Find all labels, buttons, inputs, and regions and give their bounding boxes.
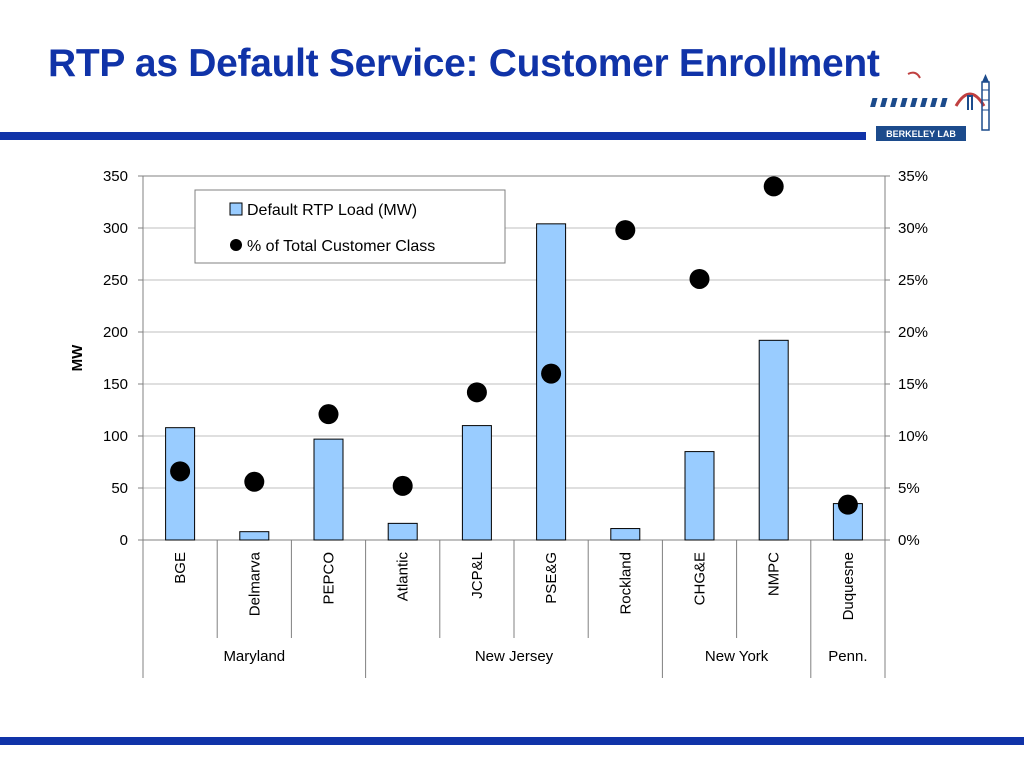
- category-label: NMPC: [766, 552, 783, 596]
- category-label: PEPCO: [321, 552, 338, 605]
- y-tick-label: 350: [103, 168, 128, 185]
- legend-swatch-point: [230, 239, 242, 251]
- y2-tick-label: 20%: [898, 324, 928, 341]
- data-point: [466, 382, 487, 403]
- bar: [387, 522, 418, 541]
- category-label: Duquesne: [840, 552, 857, 620]
- bar: [684, 451, 715, 541]
- category-label: PSE&G: [543, 552, 560, 604]
- y-tick-label: 0: [120, 532, 128, 549]
- group-label: New Jersey: [475, 648, 554, 665]
- category-label: Delmarva: [246, 551, 263, 616]
- data-point: [541, 363, 562, 384]
- bar: [239, 531, 270, 541]
- y-tick-label: 200: [103, 324, 128, 341]
- group-label: New York: [705, 648, 769, 665]
- bar: [758, 339, 789, 541]
- y2-tick-label: 15%: [898, 376, 928, 393]
- legend-label: % of Total Customer Class: [247, 238, 435, 255]
- group-label: Penn.: [828, 648, 867, 665]
- y2-tick-label: 5%: [898, 480, 920, 497]
- y-tick-label: 300: [103, 220, 128, 237]
- group-label: Maryland: [223, 648, 285, 665]
- data-point: [615, 220, 636, 241]
- y2-tick-label: 0%: [898, 532, 920, 549]
- data-point: [318, 404, 339, 425]
- y-axis-title: MW: [69, 344, 86, 371]
- title-rule: [0, 132, 866, 140]
- y2-tick-label: 30%: [898, 220, 928, 237]
- bar: [461, 425, 492, 541]
- y-tick-label: 250: [103, 272, 128, 289]
- y-tick-label: 100: [103, 428, 128, 445]
- slide-title: RTP as Default Service: Customer Enrollm…: [48, 42, 880, 85]
- category-label: JCP&L: [469, 552, 486, 599]
- berkeley-lab-logo: BERKELEY LAB: [870, 71, 990, 141]
- bar: [165, 427, 196, 541]
- category-label: CHG&E: [692, 552, 709, 605]
- legend-box: [194, 189, 506, 264]
- logo-text: BERKELEY LAB: [886, 129, 956, 139]
- category-label: Rockland: [617, 552, 634, 615]
- legend-label: Default RTP Load (MW): [247, 202, 417, 219]
- bar: [610, 528, 641, 541]
- data-point: [244, 471, 265, 492]
- data-point: [170, 461, 191, 482]
- bar: [313, 438, 344, 541]
- footer-rule: [0, 737, 1024, 745]
- bar: [536, 223, 567, 541]
- enrollment-chart: 0 0% 50 5% 100 10% 150 15% 200 20% 250 25% 300 30% 350…: [69, 168, 928, 678]
- y2-tick-label: 10%: [898, 428, 928, 445]
- data-point: [763, 176, 784, 197]
- legend-swatch-bar: [229, 202, 243, 216]
- y2-tick-label: 35%: [898, 168, 928, 185]
- category-label: BGE: [172, 552, 189, 584]
- data-point: [392, 475, 413, 496]
- data-point: [689, 268, 710, 289]
- bar: [832, 503, 863, 541]
- y-tick-label: 50: [111, 480, 128, 497]
- category-label: Atlantic: [395, 552, 412, 602]
- y-tick-label: 150: [103, 376, 128, 393]
- data-point: [837, 494, 858, 515]
- y2-tick-label: 25%: [898, 272, 928, 289]
